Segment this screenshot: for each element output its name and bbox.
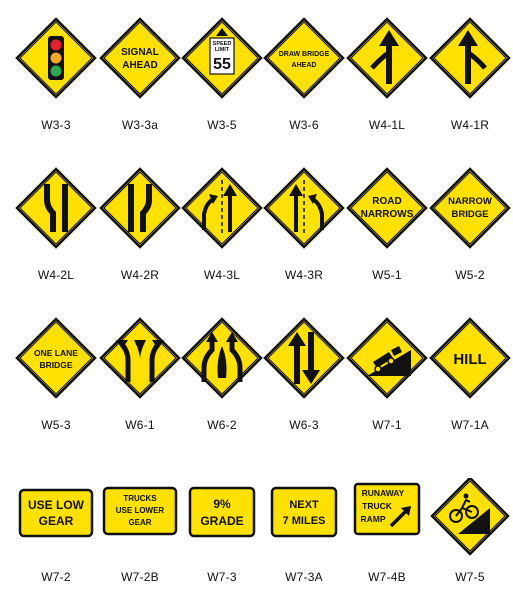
sign-text-line: GRADE [200,514,243,528]
sign-code: W4-1L [368,118,406,132]
sign-code: W7-2 [41,570,71,584]
sign-text-line: RUNAWAY [362,488,405,498]
sign-text-line: GEAR [39,514,74,528]
sign-text-line: RAMP [360,514,385,524]
sign-text-line: NARROW [448,196,492,207]
sign-code: W4-3L [203,268,241,282]
sign-text-line: TRUCK [362,501,393,511]
sign-text-line: ONE LANE [34,348,78,358]
sign-code: W6-1 [125,418,155,432]
sign-code: W7-4B [368,570,406,584]
sign-text-line: SIGNAL [121,47,159,58]
sign-text-line: TRUCKS [123,494,157,503]
sign-code: W7-5 [455,570,485,584]
speed-value: 55 [213,56,231,73]
sign-code: W6-2 [207,418,237,432]
sign-text-line: DRAW BRIDGE [279,51,330,58]
sign-code: W4-3R [284,268,324,282]
speed-limit-plaque [209,37,235,75]
sign-code: W5-3 [41,418,71,432]
sign-text-line: GEAR [128,518,151,527]
sign-text-line: BRIDGE [39,360,72,370]
divided-highway-begins-icon [116,340,164,382]
sign-code: W3-3a [121,118,159,132]
sign-code: W7-3 [207,570,237,584]
sign-code: W7-2B [121,570,159,584]
sign-text-line: ROAD [372,196,401,207]
sign-text-line: 9% [213,497,231,511]
lane-ends-left-icon [44,184,68,232]
sign-code: W3-6 [289,118,319,132]
bicycle-on-hill-icon [449,493,490,534]
signal-ahead-symbol-sign [15,17,97,99]
sign-code: W4-2L [37,268,75,282]
sign-code: W4-2R [120,268,160,282]
added-lane-right-icon [289,180,324,236]
sign-text-line: HILL [453,351,486,368]
sign-text-line: BRIDGE [452,209,489,220]
arrow-up-right-icon [389,506,411,528]
sign-code: W7-1 [372,418,402,432]
sign-text-line: USE LOWER [116,506,165,515]
sign-text-line: LIMIT [215,47,230,53]
two-way-traffic-icon [288,332,320,384]
sign-text-line: NEXT [289,499,319,511]
sign-text-line: NARROWS [361,209,414,220]
sign-text-line: 7 MILES [283,515,326,527]
sign-code: W6-3 [289,418,319,432]
lane-ends-right-icon [128,184,152,232]
sign-text-line: USE LOW [28,498,85,512]
sign-code: W3-3 [41,118,71,132]
sign-text-line: AHEAD [122,60,158,71]
truck-on-hill-icon [367,346,411,376]
sign-code: W3-5 [207,118,237,132]
sign-text-line: SPEED [213,41,232,47]
merge-left-icon [370,30,399,84]
sign-text-line: AHEAD [292,62,317,69]
sign-code: W4-1R [450,118,490,132]
sign-code: W7-1A [451,418,489,432]
added-lane-left-icon [202,180,237,236]
sign-code: W5-2 [455,268,485,282]
arrow-up-icon [216,28,228,36]
merge-right-icon [458,30,487,84]
sign-code: W7-3A [285,570,323,584]
divided-highway-ends-icon [201,332,243,382]
sign-code: W5-1 [372,268,402,282]
